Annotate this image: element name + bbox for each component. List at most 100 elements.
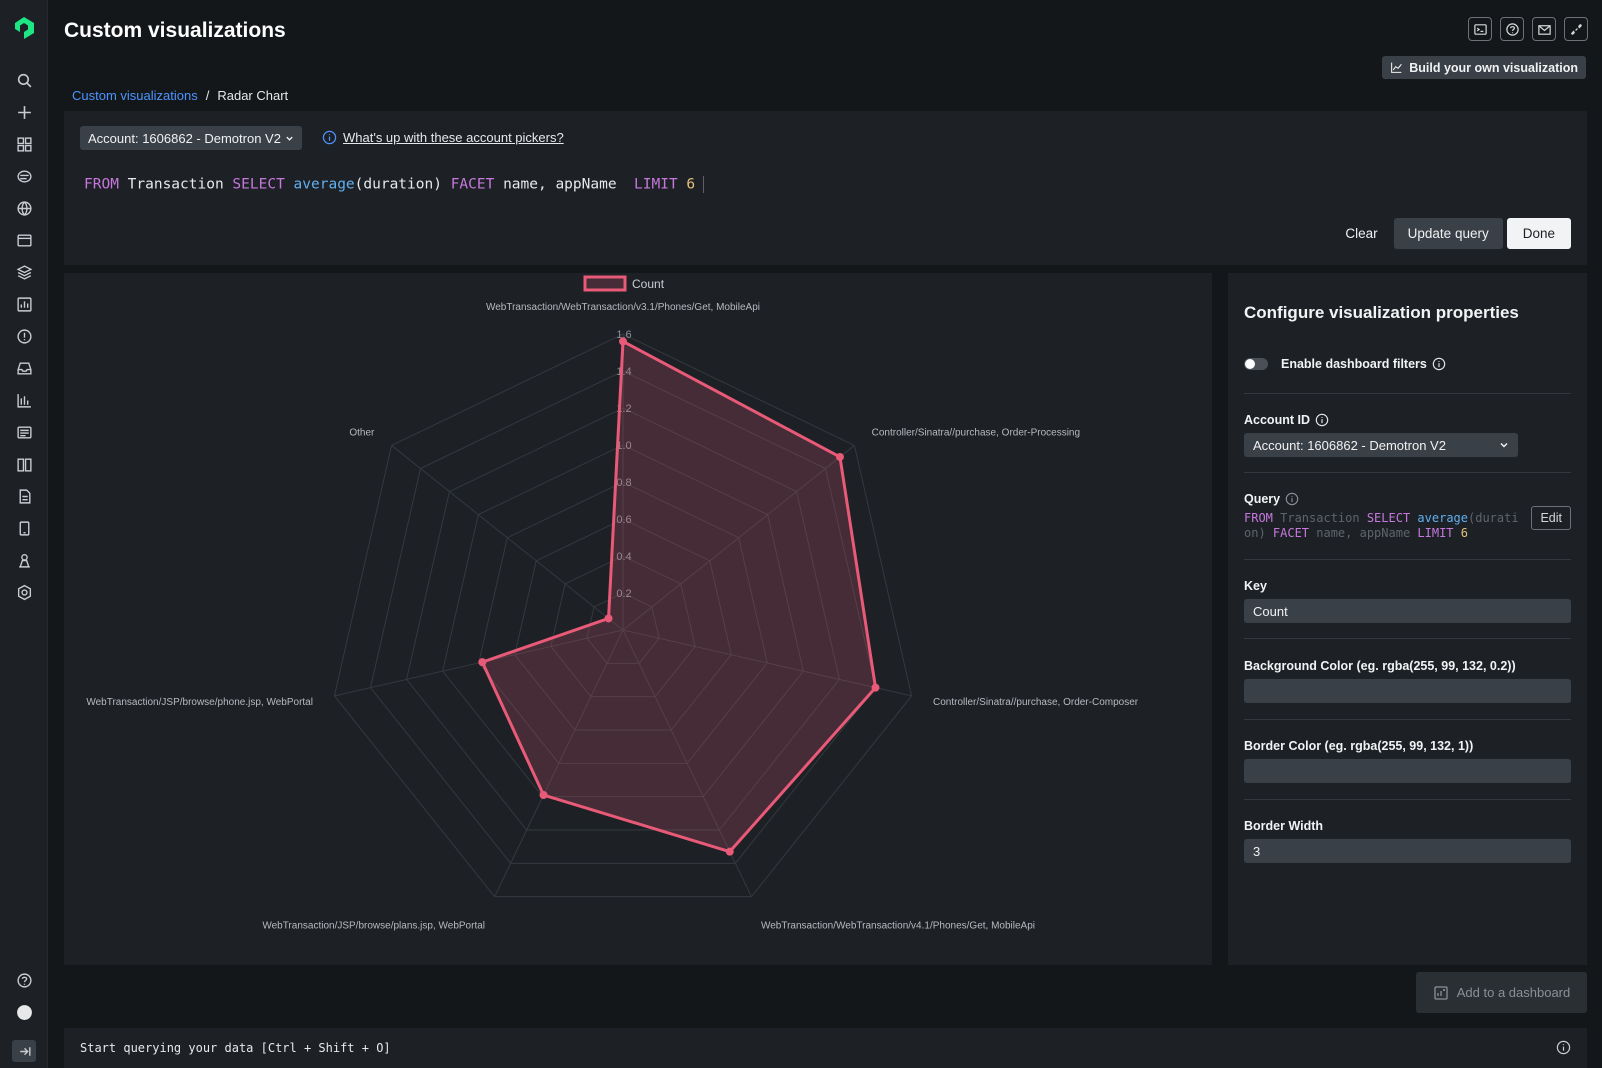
terminal-icon[interactable] [1468,17,1492,41]
help-circle-icon[interactable] [1500,17,1524,41]
query-row: Query FROM Transaction SELECT average(du… [1244,492,1571,541]
radar-tick-label: 0.4 [616,551,631,563]
query-console[interactable]: Start querying your data [Ctrl + Shift +… [64,1028,1587,1068]
chevron-down-icon [286,136,293,141]
enable-filters-label: Enable dashboard filters [1281,357,1427,371]
add-dashboard-icon [1434,985,1448,1000]
enable-filters-toggle[interactable] [1244,358,1268,370]
radar-chart: 0.20.40.60.81.01.21.41.6WebTransaction/W… [86,275,1139,932]
border-color-input[interactable] [1244,759,1571,783]
document-icon[interactable] [14,486,34,506]
user-avatar-icon[interactable] [14,1002,34,1022]
breadcrumb-current: Radar Chart [217,88,289,103]
mail-icon[interactable] [1532,17,1556,41]
divider [1244,638,1571,639]
query-keyword: FACET [1272,526,1310,540]
radar-axis-label: Controller/Sinatra//purchase, Order-Proc… [872,428,1080,439]
clear-button[interactable]: Clear [1345,226,1378,241]
mobile-icon[interactable] [14,518,34,538]
done-button[interactable]: Done [1506,218,1571,249]
divider [1244,719,1571,720]
info-icon [322,130,337,145]
radar-data-point [725,847,734,856]
info-icon[interactable] [1432,357,1446,371]
account-picker-help-link[interactable]: What's up with these account pickers? [322,130,564,145]
synthetics-icon[interactable] [14,550,34,570]
add-data-icon[interactable] [14,102,34,122]
metrics-icon[interactable] [14,390,34,410]
nrql-select: SELECT [232,176,285,193]
border-color-row: Border Color (eg. rgba(255, 99, 132, 1)) [1244,739,1571,783]
layers-icon[interactable] [14,262,34,282]
radar-tick-label: 1.6 [616,329,631,341]
query-preview: FROM Transaction SELECT average(duration… [1244,511,1524,541]
radar-tick-label: 0.2 [616,588,631,600]
alerts-icon[interactable] [14,326,34,346]
nrql-function: average [293,176,355,193]
radar-grid-ring [514,518,732,731]
background-color-input[interactable] [1244,679,1571,703]
top-icon-bar [1468,17,1588,41]
window-icon[interactable] [14,230,34,250]
left-nav [0,0,48,1068]
query-function: average [1417,511,1468,525]
nrql-from: FROM [84,176,119,193]
breadcrumb: Custom visualizations / Radar Chart [72,88,288,103]
radar-data-point [604,614,613,623]
account-id-label: Account ID [1244,413,1310,427]
key-input[interactable]: Count [1244,599,1571,623]
info-icon[interactable] [1315,413,1329,427]
background-color-row: Background Color (eg. rgba(255, 99, 132,… [1244,659,1571,703]
info-icon[interactable] [1556,1040,1571,1055]
inbox-icon[interactable] [14,358,34,378]
account-id-value: Account: 1606862 - Demotron V2 [1253,437,1446,453]
query-text: (duration) [1244,511,1519,540]
link-icon[interactable] [1564,17,1588,41]
radar-data-point [478,658,487,667]
info-icon[interactable] [1285,492,1299,506]
radar-axis-label: WebTransaction/JSP/browse/phone.jsp, Web… [86,697,313,708]
radar-grid-ring [369,370,877,864]
help-icon[interactable] [14,970,34,990]
radar-spoke [391,445,624,631]
radar-grid-ring [333,333,913,898]
radar-spoke [622,445,855,631]
settings-hexagon-icon[interactable] [14,582,34,602]
dashboard-icon[interactable] [14,294,34,314]
border-width-input[interactable]: 3 [1244,839,1571,863]
query-panel: Account: 1606862 - Demotron V2 What's up… [64,111,1587,265]
search-icon[interactable] [14,70,34,90]
build-visualization-button[interactable]: Build your own visualization [1382,56,1586,79]
chart-panel: 0.20.40.60.81.01.21.41.6WebTransaction/W… [64,273,1212,965]
apm-icon[interactable] [14,166,34,186]
radar-series-count [480,339,878,854]
query-space [1454,526,1461,540]
query-label: Query [1244,492,1281,506]
account-picker-label: Account: 1606862 - Demotron V2 [88,130,281,146]
radar-grid-ring [442,444,804,798]
radar-tick-label: 0.6 [616,514,631,526]
nrql-text: name, appName [494,176,635,193]
account-id-select[interactable]: Account: 1606862 - Demotron V2 [1244,433,1518,457]
new-relic-logo[interactable] [12,16,36,40]
text-caret [703,176,705,193]
apps-grid-icon[interactable] [14,134,34,154]
breadcrumb-link[interactable]: Custom visualizations [72,88,198,103]
nrql-space [285,177,294,193]
query-keyword: FROM [1244,511,1273,525]
logs-icon[interactable] [14,422,34,442]
nrql-text: (duration) [354,176,451,193]
add-to-dashboard-button[interactable]: Add to a dashboard [1416,972,1587,1013]
breadcrumb-separator: / [205,88,210,103]
update-query-button[interactable]: Update query [1393,218,1503,249]
radar-tick-label: 1.0 [616,440,631,452]
page-title: Custom visualizations [64,19,286,42]
account-picker[interactable]: Account: 1606862 - Demotron V2 [80,126,302,150]
books-icon[interactable] [14,454,34,474]
edit-query-button[interactable]: Edit [1531,506,1571,530]
chart-icon [1391,62,1403,73]
browser-icon[interactable] [14,198,34,218]
nrql-editor[interactable]: FROM Transaction SELECT average(duration… [84,176,705,193]
radar-data-point [539,791,548,800]
collapse-nav-icon[interactable] [12,1040,36,1062]
